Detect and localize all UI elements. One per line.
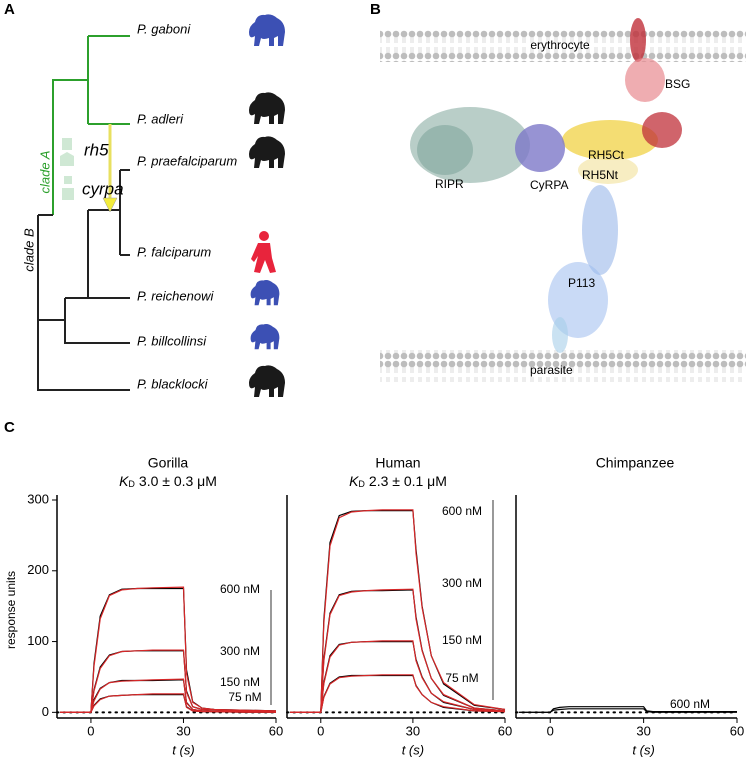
x-tick-label: 0 — [547, 723, 554, 738]
curve — [60, 649, 277, 713]
chart: Chimpanzee 0 30 60 t (s) 600 nM — [515, 455, 744, 757]
chart: Gorilla KD 3.0 ± 0.3 μM 0 30 60 0 100 200 300 t (s… — [4, 455, 283, 758]
kd-value: 3.0 ± 0.3 μM — [139, 473, 217, 489]
concentration-label: 150 nM — [220, 675, 260, 689]
concentration-label: 75 nM — [445, 671, 478, 685]
panel-letter: A — [4, 1, 15, 18]
x-tick-label: 60 — [269, 723, 283, 738]
concentration-label: 600 nM — [670, 697, 710, 711]
concentration-label: 75 nM — [228, 690, 261, 704]
kd-value: 2.3 ± 0.1 μM — [369, 473, 447, 489]
concentration-label: 600 nM — [220, 582, 260, 596]
chart-title: Gorilla — [148, 455, 189, 471]
protein-structure — [410, 18, 682, 353]
arrow-head — [102, 197, 118, 213]
structure-label: RH5Nt — [582, 168, 619, 182]
curve — [290, 640, 506, 713]
chart-title: Chimpanzee — [596, 455, 675, 471]
panel-letter: B — [370, 1, 381, 18]
structure-label: BSG — [665, 77, 690, 91]
x-axis-label: t (s) — [632, 742, 654, 757]
chart-subtitle: KD 2.3 ± 0.1 μM — [349, 473, 447, 490]
concentration-label: 300 nM — [442, 576, 482, 590]
kd-subscript: D — [358, 479, 365, 489]
curve — [290, 674, 506, 713]
curve — [290, 509, 506, 713]
curve — [60, 693, 276, 713]
x-tick-label: 30 — [636, 723, 650, 738]
x-tick-label: 60 — [498, 723, 512, 738]
gorilla-icon — [249, 365, 285, 397]
chart-subtitle: KD 3.0 ± 0.3 μM — [119, 473, 217, 490]
taxon: P. blacklocki — [137, 376, 209, 391]
kd-symbol: K — [119, 473, 129, 489]
taxon: P. falciparum — [137, 244, 211, 259]
taxon: P. reichenowi — [137, 288, 214, 303]
y-axis-label: response units — [4, 571, 18, 649]
clade-label: clade B — [21, 228, 36, 272]
chart-title: Human — [375, 455, 420, 471]
gorilla-icon — [250, 280, 280, 306]
taxon: P. praefalciparum — [137, 153, 237, 168]
x-tick-label: 30 — [406, 723, 420, 738]
x-tick-label: 30 — [176, 723, 190, 738]
curve — [290, 588, 506, 713]
curve — [519, 708, 737, 713]
structure-label: P113 — [568, 276, 595, 290]
panel-letter: C — [4, 419, 15, 436]
gene-icons — [60, 138, 74, 200]
y-tick-label: 0 — [42, 704, 49, 719]
gene-label: rh5 — [84, 140, 109, 159]
gorilla-icon — [249, 92, 285, 124]
taxon: P. billcollinsi — [137, 333, 207, 348]
chart: Human KD 2.3 ± 0.1 μM 0 30 60 t (s) 600 nM 300 n… — [286, 455, 512, 757]
membrane — [380, 30, 746, 62]
x-axis-label: t (s) — [172, 742, 194, 757]
kd-subscript: D — [128, 479, 135, 489]
curve — [60, 586, 277, 713]
gorilla-icon — [249, 136, 285, 168]
tree — [37, 35, 130, 391]
x-tick-label: 0 — [317, 723, 324, 738]
gorilla-icon — [250, 324, 280, 350]
y-tick-label: 300 — [27, 491, 49, 506]
concentration-label: 600 nM — [442, 504, 482, 518]
human-icon — [251, 231, 276, 273]
concentration-label: 300 nM — [220, 644, 260, 658]
structure-label: RIPR — [435, 177, 464, 191]
concentration-label: 150 nM — [442, 633, 482, 647]
structure-label: CyRPA — [530, 178, 568, 192]
taxon: P. adleri — [137, 111, 184, 126]
taxon: P. gaboni — [137, 21, 191, 36]
curve — [519, 706, 737, 713]
gene-label: cyrpa — [82, 179, 124, 198]
y-tick-label: 200 — [27, 562, 49, 577]
x-tick-label: 0 — [87, 723, 94, 738]
membrane — [380, 350, 746, 382]
clade-label: clade A — [37, 151, 52, 194]
kd-symbol: K — [349, 473, 359, 489]
structure-label: RH5Ct — [588, 148, 625, 162]
structure-label: parasite — [530, 363, 573, 377]
gorilla-icon — [249, 14, 285, 46]
structure-label: erythrocyte — [530, 38, 590, 52]
y-tick-label: 100 — [27, 633, 49, 648]
x-axis-label: t (s) — [402, 742, 424, 757]
x-tick-label: 60 — [730, 723, 744, 738]
